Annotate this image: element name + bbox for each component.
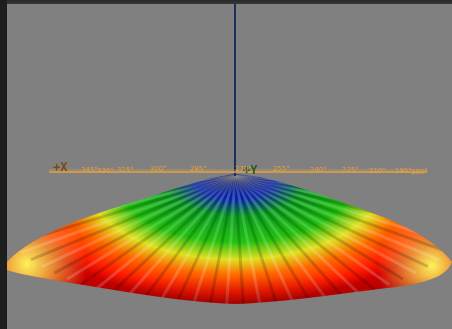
angle-label: 180° xyxy=(411,168,428,176)
angle-label: 270° xyxy=(235,165,252,173)
angle-label: 195° xyxy=(395,167,412,175)
angle-label: 345° xyxy=(81,166,98,174)
viewport-top-edge xyxy=(7,0,452,5)
plus-x-axis-label: +X xyxy=(53,160,68,174)
angle-label: 240° xyxy=(310,166,327,174)
radiation-pattern-surface xyxy=(7,174,452,304)
3d-scene xyxy=(7,4,452,304)
angle-label: 210° xyxy=(369,167,386,175)
angle-label: 315° xyxy=(117,166,134,174)
angle-label: 225° xyxy=(342,166,359,174)
angle-label: 285° xyxy=(190,165,207,173)
angle-label: 255° xyxy=(273,165,290,173)
angle-label: 300° xyxy=(150,165,167,173)
angle-label: 330° xyxy=(97,167,114,175)
plus-y-axis-label: +Y xyxy=(243,163,258,177)
3d-viewport[interactable]: +X +Y 345° 330° 315° 300° 285° 270° 255° 240° 22… xyxy=(7,4,452,329)
